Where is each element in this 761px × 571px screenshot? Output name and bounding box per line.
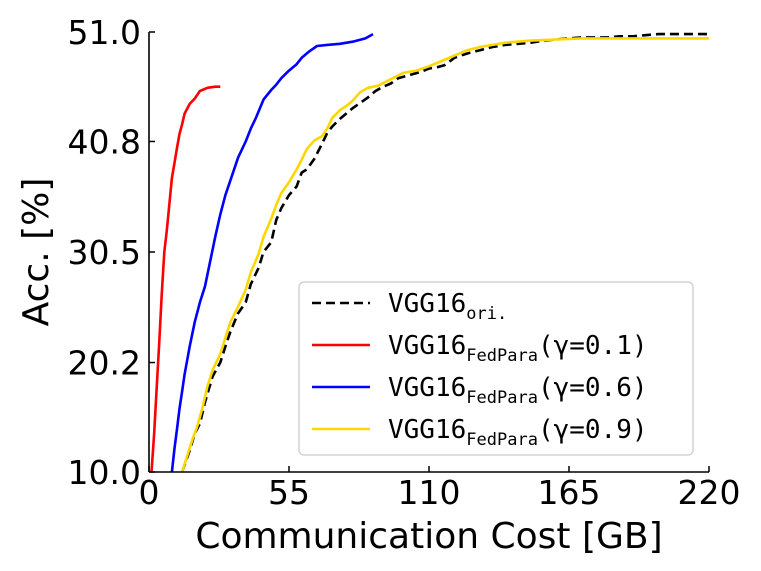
legend-label-4: VGG16FedPara(γ=0.9) (388, 415, 648, 450)
y-axis-label: Acc. [%] (16, 178, 57, 327)
y-ticks: 10.0 20.2 30.5 40.8 51.0 (68, 13, 155, 492)
series-line-4 (180, 37, 709, 473)
legend-label-3: VGG16FedPara(γ=0.6) (388, 373, 648, 408)
series-line-3 (170, 32, 374, 473)
y-tick-label: 20.2 (68, 344, 141, 383)
legend-label-1: VGG16ori. (388, 289, 507, 324)
y-tick-label: 10.0 (68, 453, 141, 492)
legend-frame (298, 281, 694, 456)
series-line-2 (150, 85, 221, 473)
legend-label-2: VGG16FedPara(γ=0.1) (388, 331, 648, 366)
series-lines (150, 32, 709, 473)
y-tick-label: 51.0 (68, 13, 141, 52)
x-tick-label: 55 (268, 473, 310, 512)
x-tick-label: 220 (678, 473, 741, 512)
x-tick-label: 165 (538, 473, 601, 512)
legend: VGG16ori. VGG16FedPara(γ=0.1) VGG16FedPara… (298, 281, 694, 456)
series-line-1 (180, 32, 709, 473)
x-tick-label: 110 (398, 473, 461, 512)
y-tick-label: 30.5 (68, 233, 141, 272)
x-ticks: 0 55 110 165 220 (139, 466, 741, 512)
y-tick-label: 40.8 (68, 122, 141, 161)
x-axis-label: Communication Cost [GB] (195, 516, 662, 557)
x-tick-label: 0 (139, 473, 160, 512)
